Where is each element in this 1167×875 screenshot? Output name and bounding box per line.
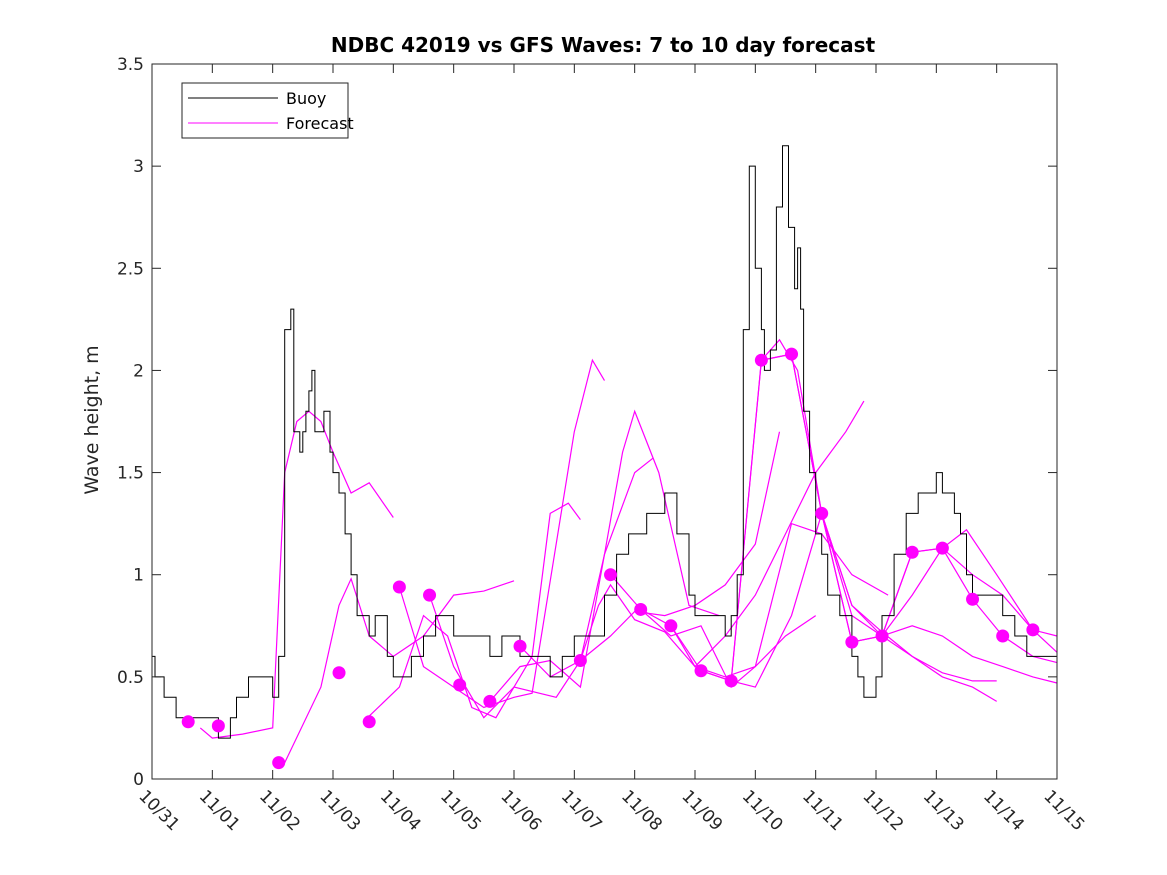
forecast-marker-25: [1026, 623, 1040, 637]
forecast-line-5: [489, 409, 720, 702]
forecast-marker-18: [815, 506, 829, 520]
axes-box: [151, 63, 1058, 780]
forecast-marker-7: [453, 678, 467, 692]
forecast-marker-0: [181, 715, 195, 729]
forecast-marker-21: [905, 545, 919, 559]
forecast-marker-22: [935, 541, 949, 555]
forecast-marker-6: [423, 588, 437, 602]
forecast-line-2: [362, 502, 581, 723]
y-tick-label: 0.5: [117, 668, 144, 688]
y-tick-label: 0: [133, 770, 144, 790]
forecast-marker-10: [573, 654, 587, 668]
forecast-marker-23: [966, 592, 980, 606]
forecast-marker-9: [513, 639, 527, 653]
forecast-marker-5: [392, 580, 406, 594]
y-tick-label: 2.5: [117, 259, 144, 279]
forecast-line-12: [731, 511, 1058, 688]
forecast-marker-16: [754, 353, 768, 367]
forecast-marker-20: [875, 629, 889, 643]
forecast-line-3: [398, 358, 606, 709]
legend-buoy-label: Buoy: [286, 89, 326, 108]
forecast-line-9: [640, 522, 889, 689]
forecast-marker-19: [845, 635, 859, 649]
y-tick-label: 1.5: [117, 464, 144, 484]
forecast-line-1: [284, 577, 515, 763]
forecast-marker-2: [272, 756, 286, 770]
legend-box: [181, 82, 349, 139]
chart-title: NDBC 42019 vs GFS Waves: 7 to 10 day for…: [331, 33, 876, 57]
forecast-marker-3: [332, 666, 346, 680]
forecast-marker-24: [996, 629, 1010, 643]
forecast-marker-17: [785, 347, 799, 361]
y-tick-label: 3.5: [117, 55, 144, 75]
y-tick-label: 1: [133, 566, 144, 586]
forecast-line-8: [610, 400, 865, 668]
forecast-marker-15: [724, 674, 738, 688]
forecast-marker-8: [483, 694, 497, 708]
buoy-line: [152, 145, 1058, 739]
forecast-marker-14: [694, 664, 708, 678]
legend: Buoy Forecast: [181, 82, 354, 139]
y-tick-label: 3: [133, 157, 144, 177]
forecast-marker-1: [211, 719, 225, 733]
plot-lines: [152, 145, 1058, 770]
y-axis-label: Wave height, m: [81, 345, 103, 494]
forecast-marker-12: [634, 602, 648, 616]
forecast-line-0: [199, 410, 394, 739]
forecast-marker-11: [604, 568, 618, 582]
legend-forecast-label: Forecast: [286, 114, 354, 133]
forecast-line-13: [761, 353, 1058, 664]
forecast-line-6: [519, 431, 781, 678]
forecast-line-11: [700, 353, 997, 682]
forecast-marker-13: [664, 619, 678, 633]
forecast-marker-4: [362, 715, 376, 729]
y-tick-label: 2: [133, 361, 144, 381]
